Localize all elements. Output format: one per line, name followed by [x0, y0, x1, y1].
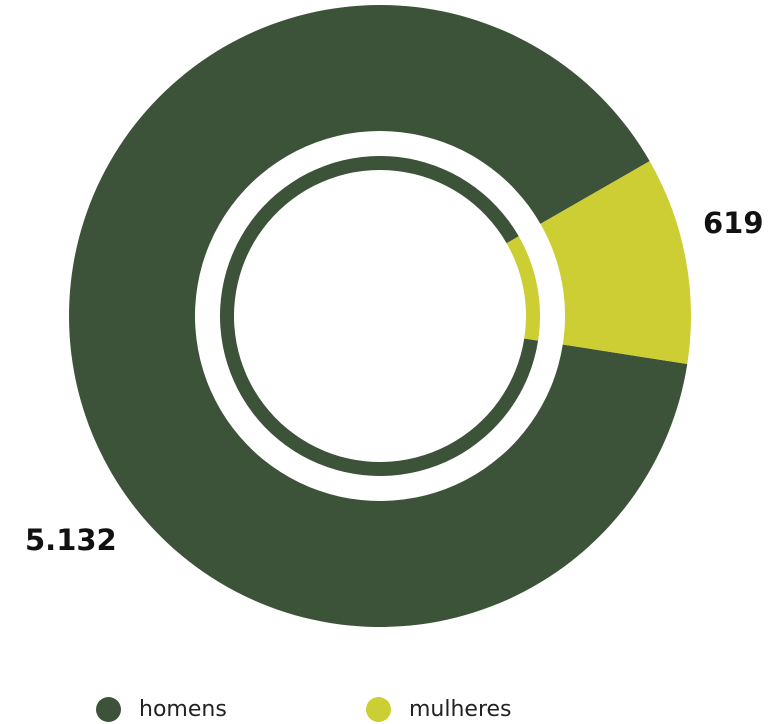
- data-label-homens: 5.132: [25, 523, 117, 557]
- legend-swatch-mulheres: [366, 696, 391, 722]
- legend-item-homens: homens: [96, 694, 227, 724]
- inner-slice-homens: [220, 156, 539, 477]
- legend-label-homens: homens: [139, 696, 227, 722]
- inner-ring: [220, 156, 540, 477]
- slice-homens: [69, 4, 688, 627]
- legend-swatch-homens: [96, 696, 121, 722]
- inner-slice-mulheres: [506, 236, 540, 341]
- slice-mulheres: [540, 161, 691, 364]
- legend-label-mulheres: mulheres: [409, 696, 512, 722]
- legend-item-mulheres: mulheres: [366, 694, 512, 724]
- outer-ring: [69, 4, 691, 627]
- data-label-mulheres: 619: [703, 206, 764, 240]
